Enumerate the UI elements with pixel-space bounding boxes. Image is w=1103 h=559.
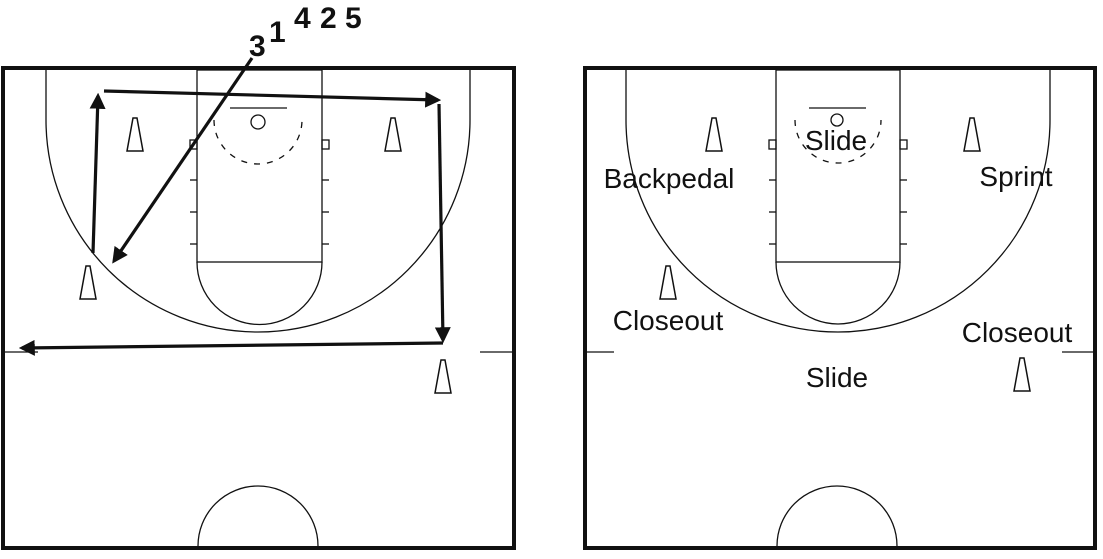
block-right xyxy=(899,139,908,150)
three-point-line xyxy=(45,70,471,333)
rim xyxy=(250,114,266,130)
cone-icon xyxy=(434,359,452,394)
cone-icon xyxy=(126,117,144,152)
paint-lane xyxy=(196,69,323,263)
court-boundary xyxy=(583,66,1097,550)
label-closeout-right: Closeout xyxy=(962,317,1073,348)
restricted-arc xyxy=(794,119,882,164)
sequence-number: 2 xyxy=(320,2,337,35)
paint-lane xyxy=(775,69,901,263)
free-throw-circle xyxy=(775,261,901,325)
arrow-1 xyxy=(89,92,106,254)
left-court: 3 1 4 2 5 xyxy=(1,2,516,550)
arrow-4 xyxy=(18,339,444,356)
label-slide-top: Slide xyxy=(805,125,867,156)
cone-icon xyxy=(384,117,402,152)
lane-hashes xyxy=(190,179,329,245)
arrow-5 xyxy=(112,57,254,264)
sequence-number: 1 xyxy=(269,16,286,49)
label-slide-bottom: Slide xyxy=(806,362,868,393)
label-closeout-left: Closeout xyxy=(613,305,724,336)
cone-icon xyxy=(963,117,981,152)
cone-icon xyxy=(79,265,97,300)
court-boundary xyxy=(1,66,516,550)
lane-hashes xyxy=(769,179,907,245)
three-point-line xyxy=(625,70,1051,333)
block-left xyxy=(768,139,777,150)
arrow-2 xyxy=(103,89,442,108)
label-sprint: Sprint xyxy=(979,161,1052,192)
right-court: Slide Backpedal Sprint Closeout Closeout… xyxy=(583,66,1097,550)
sequence-number: 3 xyxy=(249,30,266,63)
cone-icon xyxy=(659,265,677,300)
block-left xyxy=(189,139,198,150)
rim xyxy=(830,113,844,127)
label-backpedal: Backpedal xyxy=(604,163,735,194)
cone-icon xyxy=(1013,357,1031,392)
block-right xyxy=(321,139,330,150)
cone-icon xyxy=(705,117,723,152)
arrow-3 xyxy=(434,103,451,344)
free-throw-circle xyxy=(196,261,323,326)
sequence-number: 4 xyxy=(294,2,311,35)
center-circle xyxy=(197,485,319,547)
center-circle xyxy=(776,485,898,547)
sequence-number: 5 xyxy=(345,2,362,35)
restricted-arc xyxy=(213,119,303,165)
